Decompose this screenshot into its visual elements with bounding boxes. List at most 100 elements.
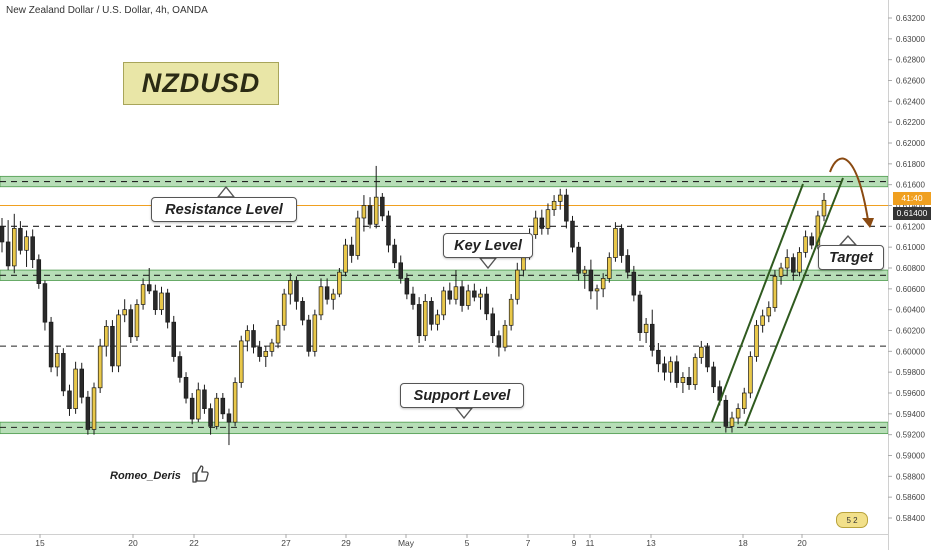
- candle-body-up: [238, 340, 244, 383]
- candle-body-up: [453, 286, 459, 300]
- candle: [649, 309, 655, 357]
- candle: [809, 232, 814, 250]
- candle: [447, 282, 453, 305]
- resistance-pointer: [216, 185, 236, 198]
- candle: [183, 372, 189, 404]
- candle: [269, 338, 275, 357]
- current-time-tag: 41:40: [893, 191, 931, 205]
- candle-body-down: [496, 335, 502, 348]
- candle: [146, 268, 152, 295]
- candle-body-down: [410, 293, 416, 305]
- target-pointer: [838, 234, 858, 246]
- candle-body-up: [582, 269, 588, 274]
- candle-body-up: [729, 417, 735, 427]
- target-callout: Target: [818, 245, 884, 270]
- candle: [238, 335, 244, 388]
- candle-body-down: [416, 304, 422, 337]
- candle-body-down: [570, 220, 575, 248]
- candle: [564, 188, 569, 229]
- candle: [24, 230, 29, 267]
- candle: [18, 221, 23, 255]
- candle: [128, 304, 134, 343]
- price-axis: 0.63200 0.63000 0.62800 0.62600 0.62400 0.622…: [888, 14, 925, 523]
- candle: [404, 273, 410, 300]
- candle-body-up: [613, 228, 618, 258]
- y-tick-label: 0.63000: [896, 35, 925, 44]
- y-tick-label: 0.60000: [896, 347, 925, 356]
- symbol-label: NZDUSD: [123, 62, 279, 105]
- candle: [465, 284, 471, 310]
- candle: [220, 393, 226, 420]
- y-tick-label: 0.58600: [896, 493, 925, 502]
- candle-body-up: [373, 196, 379, 225]
- candle-body-up: [821, 199, 827, 217]
- ideas-badge[interactable]: 5 2: [836, 512, 868, 528]
- candle: [5, 220, 11, 271]
- candle: [134, 299, 140, 341]
- x-tick-label: 13: [646, 538, 656, 548]
- y-tick-label: 0.60600: [896, 285, 925, 294]
- candle: [735, 403, 741, 425]
- candle-body-up: [269, 342, 275, 352]
- y-tick-label: 0.61400: [896, 202, 925, 211]
- candle-body-up: [551, 200, 557, 211]
- channel-lower-line: [711, 183, 804, 423]
- candle-body-up: [54, 353, 60, 368]
- x-tick-label: May: [398, 538, 415, 548]
- key-level-callout: Key Level: [443, 233, 533, 258]
- candle-body-up: [214, 397, 219, 427]
- candle: [373, 165, 379, 229]
- resistance-level-callout: Resistance Level: [151, 197, 297, 222]
- candle-body-up: [288, 280, 293, 295]
- candle: [429, 297, 434, 331]
- candle-body-down: [18, 228, 23, 251]
- candle: [386, 210, 391, 253]
- candle: [116, 309, 121, 373]
- candle-body-down: [619, 228, 624, 256]
- candle: [784, 249, 790, 277]
- candle-body-down: [625, 255, 630, 273]
- candle-body-down: [36, 259, 42, 284]
- candle: [416, 297, 422, 343]
- candle: [61, 348, 66, 397]
- candle: [140, 278, 146, 310]
- candle-body-up: [600, 278, 606, 290]
- candle-body-up: [361, 205, 367, 219]
- candle: [588, 259, 594, 300]
- candle: [165, 288, 170, 329]
- candle: [398, 255, 403, 284]
- y-tick-label: 0.62400: [896, 97, 925, 106]
- candle-body-down: [79, 368, 84, 398]
- candle-body-down: [711, 366, 716, 388]
- candle: [545, 203, 551, 235]
- candle: [441, 286, 446, 321]
- candle: [631, 265, 637, 302]
- candle: [754, 320, 759, 362]
- x-tick-label: 22: [189, 538, 199, 548]
- candle: [742, 387, 747, 414]
- candle: [557, 188, 563, 210]
- x-tick-label: 15: [35, 538, 45, 548]
- candle: [699, 340, 704, 364]
- y-tick-label: 0.59800: [896, 368, 925, 377]
- candle-body-down: [398, 262, 403, 279]
- candle: [748, 351, 753, 399]
- candle-body-up: [692, 357, 698, 386]
- candle: [67, 384, 72, 416]
- candle: [208, 403, 213, 435]
- candle-body-down: [300, 300, 305, 321]
- candle-body-up: [134, 304, 140, 338]
- candle: [668, 356, 673, 383]
- author-name: Romeo_Deris: [110, 470, 181, 482]
- candle: [73, 361, 78, 414]
- candle: [263, 346, 269, 367]
- candle: [288, 273, 293, 305]
- candle: [625, 249, 630, 279]
- candle-body-up: [343, 244, 348, 273]
- candle: [189, 393, 195, 425]
- candle: [331, 288, 336, 310]
- candle: [643, 318, 649, 343]
- candle-body-down: [809, 236, 814, 246]
- candle: [453, 270, 459, 305]
- candle-body-up: [742, 392, 747, 409]
